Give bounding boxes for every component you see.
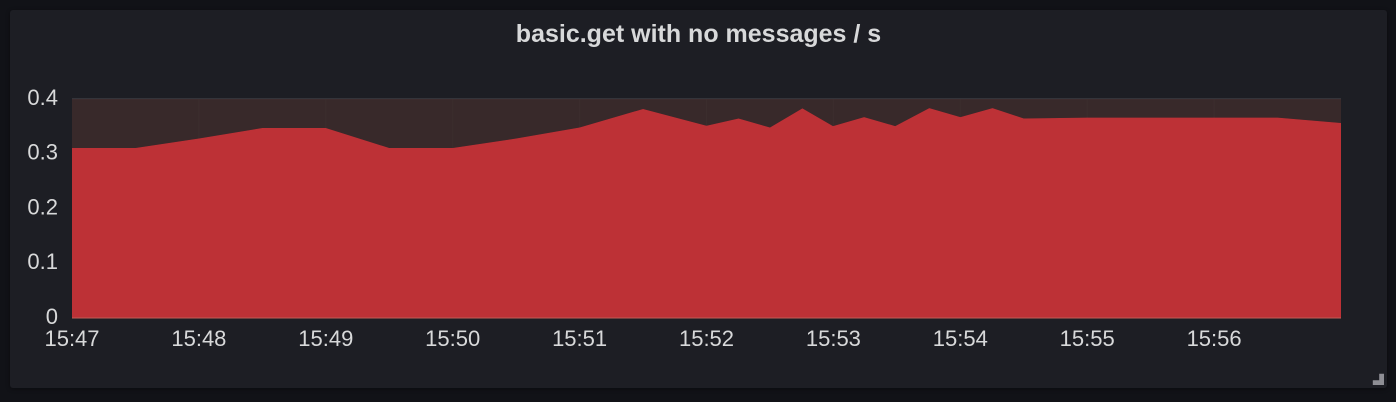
svg-text:15:50: 15:50 [425, 326, 480, 351]
svg-text:0.2: 0.2 [27, 194, 58, 219]
svg-text:0.1: 0.1 [27, 249, 58, 274]
svg-text:15:52: 15:52 [679, 326, 734, 351]
svg-text:15:53: 15:53 [806, 326, 861, 351]
svg-text:15:47: 15:47 [44, 326, 99, 351]
svg-text:15:48: 15:48 [171, 326, 226, 351]
svg-text:15:54: 15:54 [933, 326, 988, 351]
svg-text:0.3: 0.3 [27, 140, 58, 165]
svg-text:15:51: 15:51 [552, 326, 607, 351]
svg-text:0.4: 0.4 [27, 85, 58, 110]
svg-text:15:49: 15:49 [298, 326, 353, 351]
svg-text:15:56: 15:56 [1187, 326, 1242, 351]
svg-text:15:55: 15:55 [1060, 326, 1115, 351]
